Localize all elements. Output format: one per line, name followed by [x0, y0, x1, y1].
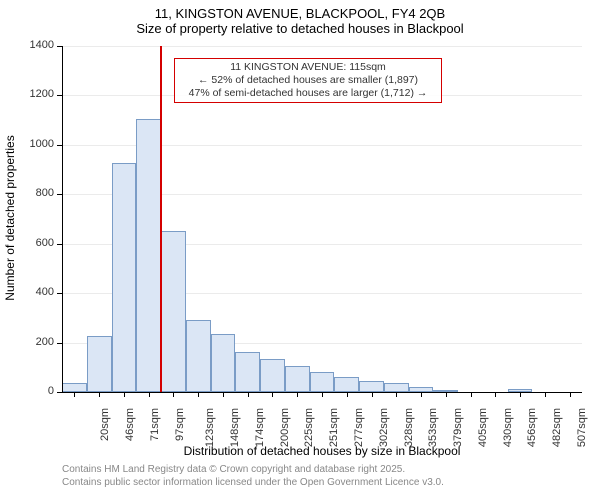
- footer-line1: Contains HM Land Registry data © Crown c…: [62, 464, 444, 477]
- histogram-bar: [334, 377, 359, 392]
- x-tick: [347, 392, 348, 397]
- x-tick-label: 456sqm: [526, 408, 538, 447]
- x-tick-label: 123sqm: [205, 408, 217, 447]
- y-tick: [57, 343, 62, 344]
- x-tick: [124, 392, 125, 397]
- x-tick: [74, 392, 75, 397]
- x-tick-label: 507sqm: [576, 408, 588, 447]
- x-tick: [545, 392, 546, 397]
- chart-plot-area: 11 KINGSTON AVENUE: 115sqm← 52% of detac…: [62, 46, 582, 392]
- x-tick: [421, 392, 422, 397]
- x-tick-label: 328sqm: [403, 408, 415, 447]
- x-tick: [198, 392, 199, 397]
- x-tick-label: 20sqm: [99, 408, 111, 441]
- x-tick: [173, 392, 174, 397]
- annotation-line: ← 52% of detached houses are smaller (1,…: [179, 74, 437, 87]
- x-tick-label: 71sqm: [149, 408, 161, 441]
- x-tick-label: 482sqm: [551, 408, 563, 447]
- y-tick-label: 1000: [20, 138, 54, 150]
- x-tick: [372, 392, 373, 397]
- y-tick-label: 1200: [20, 88, 54, 100]
- x-tick: [248, 392, 249, 397]
- y-axis-line: [62, 46, 63, 392]
- y-tick-label: 1400: [20, 39, 54, 51]
- histogram-bar: [359, 381, 384, 392]
- x-tick: [272, 392, 273, 397]
- y-tick: [57, 194, 62, 195]
- x-tick: [520, 392, 521, 397]
- x-tick-label: 46sqm: [124, 408, 136, 441]
- gridline: [62, 46, 582, 47]
- x-tick-label: 379sqm: [452, 408, 464, 447]
- x-tick-label: 251sqm: [328, 408, 340, 447]
- y-tick: [57, 145, 62, 146]
- histogram-bar: [260, 359, 285, 392]
- y-tick-label: 800: [20, 187, 54, 199]
- x-tick-label: 302sqm: [378, 408, 390, 447]
- histogram-bar: [62, 383, 87, 392]
- histogram-bar: [310, 372, 335, 392]
- histogram-bar: [186, 320, 211, 392]
- x-tick: [495, 392, 496, 397]
- y-tick: [57, 244, 62, 245]
- annotation-line: 11 KINGSTON AVENUE: 115sqm: [179, 61, 437, 74]
- y-axis-title: Number of detached properties: [3, 118, 17, 318]
- x-tick-label: 148sqm: [229, 408, 241, 447]
- x-tick: [223, 392, 224, 397]
- x-tick-label: 405sqm: [477, 408, 489, 447]
- footer-line2: Contains public sector information licen…: [62, 477, 444, 490]
- x-tick: [570, 392, 571, 397]
- x-tick-label: 174sqm: [254, 408, 266, 447]
- y-tick: [57, 46, 62, 47]
- x-tick: [471, 392, 472, 397]
- x-tick: [396, 392, 397, 397]
- y-tick: [57, 95, 62, 96]
- y-tick-label: 0: [20, 385, 54, 397]
- page-title-line2: Size of property relative to detached ho…: [0, 21, 600, 36]
- histogram-bar: [285, 366, 310, 392]
- page-title-line1: 11, KINGSTON AVENUE, BLACKPOOL, FY4 2QB: [0, 6, 600, 21]
- y-tick-label: 400: [20, 286, 54, 298]
- x-tick: [99, 392, 100, 397]
- histogram-bar: [235, 352, 260, 392]
- x-tick-label: 225sqm: [304, 408, 316, 447]
- y-tick-label: 200: [20, 336, 54, 348]
- x-tick: [149, 392, 150, 397]
- x-tick-label: 353sqm: [427, 408, 439, 447]
- x-tick-label: 200sqm: [279, 408, 291, 447]
- histogram-bar: [112, 163, 137, 392]
- x-tick: [322, 392, 323, 397]
- y-tick-label: 600: [20, 237, 54, 249]
- y-tick: [57, 293, 62, 294]
- histogram-bar: [136, 119, 161, 392]
- x-tick: [297, 392, 298, 397]
- histogram-bar: [211, 334, 236, 392]
- histogram-bar: [161, 231, 186, 392]
- x-tick-label: 430sqm: [502, 408, 514, 447]
- x-tick-label: 277sqm: [353, 408, 365, 447]
- x-tick-label: 97sqm: [174, 408, 186, 441]
- x-tick: [446, 392, 447, 397]
- reference-line: [160, 46, 162, 392]
- footer-attribution: Contains HM Land Registry data © Crown c…: [62, 464, 444, 489]
- histogram-bar: [87, 336, 112, 392]
- annotation-box: 11 KINGSTON AVENUE: 115sqm← 52% of detac…: [174, 58, 442, 103]
- annotation-line: 47% of semi-detached houses are larger (…: [179, 87, 437, 100]
- y-tick: [57, 392, 62, 393]
- histogram-bar: [384, 383, 409, 392]
